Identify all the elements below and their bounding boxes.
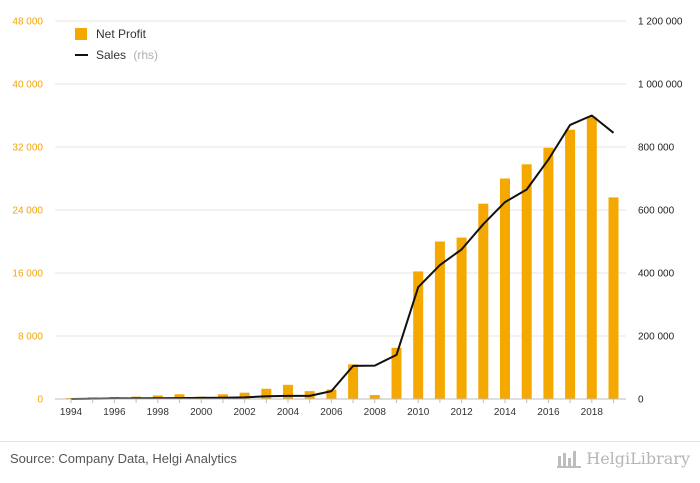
- bar-net-profit: [608, 197, 619, 399]
- x-tick-label: 2000: [190, 407, 213, 418]
- x-tick-label: 2012: [450, 407, 473, 418]
- y-left-tick-label: 8 000: [18, 332, 43, 343]
- x-tick-label: 1994: [60, 407, 83, 418]
- bar-net-profit: [586, 117, 597, 399]
- bar-net-profit: [174, 394, 185, 399]
- x-tick-label: 2006: [320, 407, 343, 418]
- axes: 0 0 8 000 200 000 16 000 400 000 24 000 600 000…: [12, 17, 683, 419]
- bar-net-profit: [217, 394, 228, 399]
- y-right-tick-label: 200 000: [638, 332, 675, 343]
- bar-net-profit: [434, 241, 445, 399]
- bar-net-profit: [413, 271, 424, 399]
- x-tick-label: 1998: [147, 407, 170, 418]
- y-left-tick-label: 48 000: [12, 17, 43, 28]
- brand-logo: HelgiLibrary: [557, 449, 690, 468]
- x-tick-label: 2004: [277, 407, 300, 418]
- y-right-tick-label: 400 000: [638, 269, 675, 280]
- bar-net-profit: [239, 392, 250, 399]
- y-left-tick-label: 16 000: [12, 269, 43, 280]
- x-tick-label: 1996: [103, 407, 126, 418]
- legend: Net Profit Sales (rhs): [75, 27, 158, 62]
- line-series-sales: [70, 114, 615, 400]
- bar-net-profit: [326, 389, 337, 399]
- bar-net-profit: [283, 384, 293, 399]
- bar-net-profit: [543, 147, 554, 399]
- x-tick-label: 2008: [364, 407, 387, 418]
- legend-label-sales-rhs: (rhs): [133, 48, 158, 62]
- y-right-tick-label: 0: [638, 395, 644, 406]
- footer-divider: [0, 441, 700, 442]
- chart: 0 0 8 000 200 000 16 000 400 000 24 000 600 000…: [12, 17, 683, 419]
- bar-net-profit: [369, 395, 380, 399]
- source-note: Source: Company Data, Helgi Analytics: [10, 451, 237, 466]
- bar-net-profit: [261, 388, 272, 399]
- bar-net-profit: [478, 203, 489, 399]
- y-right-tick-label: 1 200 000: [638, 17, 683, 28]
- brand-name: HelgiLibrary: [586, 449, 690, 468]
- x-tick-label: 2016: [537, 407, 560, 418]
- legend-swatch-net-profit: [75, 28, 87, 40]
- x-tick-label: 2002: [233, 407, 256, 418]
- legend-label-sales-name: Sales: [96, 48, 126, 62]
- bar-net-profit: [521, 164, 532, 399]
- y-left-tick-label: 0: [37, 395, 43, 406]
- line-sales: [70, 114, 615, 400]
- library-icon: [557, 450, 582, 468]
- y-right-tick-label: 1 000 000: [638, 80, 683, 91]
- bar-net-profit: [565, 129, 576, 400]
- bar-net-profit: [391, 347, 402, 399]
- y-left-tick-label: 40 000: [12, 80, 43, 91]
- x-tick-label: 2010: [407, 407, 430, 418]
- y-right-tick-label: 800 000: [638, 143, 675, 154]
- grid: [55, 20, 626, 337]
- x-tick-label: 2018: [581, 407, 604, 418]
- legend-label-net-profit: Net Profit: [96, 27, 147, 41]
- y-right-tick-label: 600 000: [638, 206, 675, 217]
- y-left-tick-label: 24 000: [12, 206, 43, 217]
- x-tick-label: 2014: [494, 407, 517, 418]
- bar-series-net-profit: [66, 117, 619, 400]
- bar-net-profit: [500, 178, 510, 399]
- y-left-tick-label: 32 000: [12, 143, 43, 154]
- legend-label-sales: Sales (rhs): [96, 48, 158, 62]
- bar-net-profit: [348, 364, 359, 399]
- bar-net-profit: [456, 237, 467, 399]
